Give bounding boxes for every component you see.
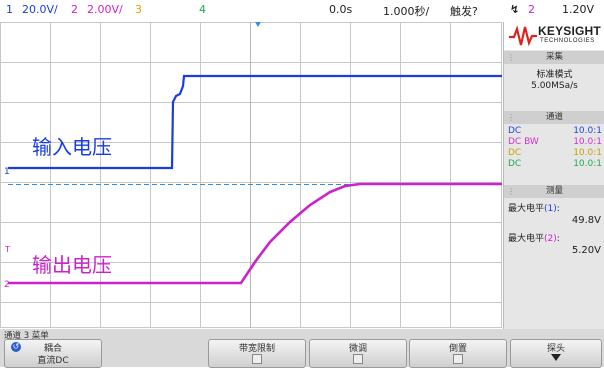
probe-softkey[interactable]: 探头 [510, 339, 602, 368]
keysight-wave-icon [509, 25, 537, 47]
ch1-trace [8, 74, 502, 170]
acquire-header: ⋮ 采集 [504, 51, 604, 64]
keysight-logo: KEYSIGHT TECHNOLOGIES [504, 22, 604, 50]
measurement-2-value: 5.20V [571, 245, 601, 256]
graticule [0, 22, 502, 328]
status-bar: 1 20.0V/ 2 2.00V/ 3 4 0.0s 1.000秒/ 触发? ↯… [0, 0, 604, 22]
fine-checkbox[interactable] [353, 354, 363, 364]
down-arrow-icon [551, 354, 561, 361]
channel-1-row: DC 10.0:1 [508, 126, 602, 136]
brand-name: KEYSIGHT [538, 24, 601, 38]
input-voltage-label: 输入电压 [32, 135, 112, 159]
ch4-number[interactable]: 4 [199, 3, 206, 16]
menu-title: 通道 3 菜单 [4, 331, 49, 341]
sample-rate: 5.00MSa/s [531, 81, 578, 91]
invert-checkbox[interactable] [453, 354, 463, 364]
waveform-display[interactable]: 1 2 T 输入电压 输出电压 [0, 20, 502, 328]
output-voltage-label: 输出电压 [32, 253, 112, 277]
channel-3-row: DC 10.0:1 [508, 148, 602, 158]
channel-2-row: DC BW 10.0:1 [508, 137, 602, 147]
trigger-level[interactable]: 1.20V [562, 3, 595, 16]
info-panel: KEYSIGHT TECHNOLOGIES ⋮ 采集 标准模式 5.00MSa/s… [503, 22, 604, 329]
rotate-knob-icon: ↺ [11, 342, 21, 352]
ch2-ground-marker: 2 [4, 280, 10, 290]
bw-limit-checkbox[interactable] [252, 354, 262, 364]
acquire-mode: 标准模式 [536, 70, 573, 80]
fine-softkey[interactable]: 微调 [309, 339, 407, 368]
channels-header: ⋮ 通道 [504, 111, 604, 124]
softkey-menu: 通道 3 菜单 ↺ 耦合 直流DC 带宽限制 微调 倒置 探头 [0, 329, 604, 368]
measurement-1-label: 最大电平(1): [508, 204, 560, 214]
ch2-trace [8, 182, 502, 285]
measurement-1-value: 49.8V [571, 215, 601, 226]
ch1-ground-marker: 1 [4, 167, 10, 177]
measurement-2-label: 最大电平(2): [508, 234, 560, 244]
time-offset[interactable]: 0.0s [329, 3, 353, 16]
time-scale[interactable]: 1.000秒/ [383, 5, 430, 18]
ch2-number[interactable]: 2 [71, 3, 78, 16]
invert-softkey[interactable]: 倒置 [409, 339, 507, 368]
ch1-scale[interactable]: 20.0V/ [22, 3, 58, 16]
coupling-softkey[interactable]: ↺ 耦合 直流DC [4, 339, 102, 368]
trigger-edge-icon[interactable]: ↯ [510, 3, 520, 16]
ch1-number[interactable]: 1 [6, 3, 13, 16]
ch2-scale[interactable]: 2.00V/ [87, 3, 123, 16]
measure-header: ⋮ 测量 [504, 185, 604, 198]
waveform-canvas: 1 2 T 输入电压 输出电压 [0, 20, 502, 328]
channel-4-row: DC 10.0:1 [508, 159, 602, 169]
trigger-state: 触发? [450, 5, 478, 18]
brand-subtitle: TECHNOLOGIES [540, 38, 595, 44]
ch3-number[interactable]: 3 [135, 3, 142, 16]
trigger-channel[interactable]: 2 [528, 3, 535, 16]
trigger-level-marker: T [4, 245, 10, 254]
bw-limit-softkey[interactable]: 带宽限制 [208, 339, 306, 368]
trigger-position-marker [254, 20, 262, 27]
